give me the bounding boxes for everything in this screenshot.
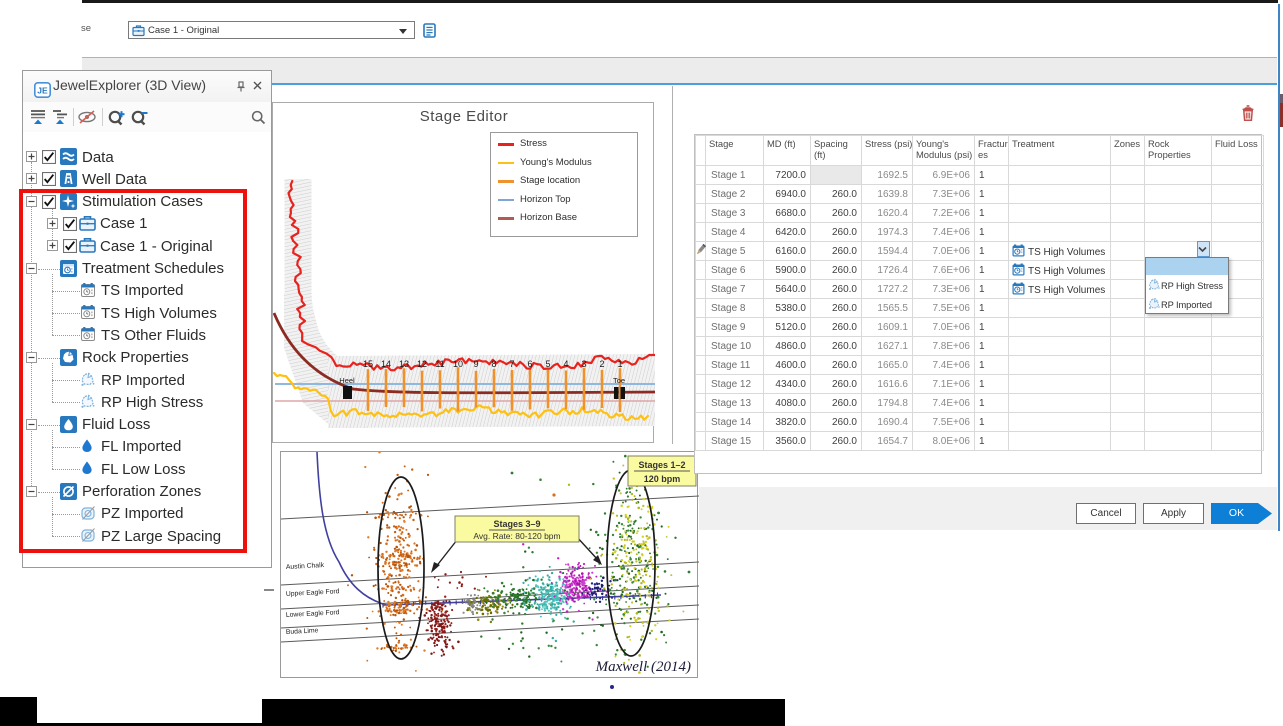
svg-text:10: 10 [453, 359, 463, 369]
svg-text:Heel: Heel [339, 376, 355, 385]
svg-text:JE: JE [37, 86, 48, 96]
svg-text:4: 4 [563, 359, 568, 369]
svg-text:11: 11 [435, 359, 444, 369]
svg-text:Stages 3–9: Stages 3–9 [493, 519, 540, 529]
svg-text:Avg. Rate: 80-120 bpm: Avg. Rate: 80-120 bpm [473, 531, 560, 541]
svg-text:15: 15 [363, 359, 373, 369]
svg-text:Austin Chalk: Austin Chalk [286, 562, 325, 571]
svg-text:13: 13 [399, 359, 409, 369]
svg-text:Upper Eagle Ford: Upper Eagle Ford [286, 588, 340, 598]
svg-text:7: 7 [509, 359, 514, 369]
svg-text:12: 12 [417, 359, 427, 369]
svg-text:14: 14 [381, 359, 391, 369]
svg-text:120 bpm: 120 bpm [644, 474, 681, 484]
svg-text:8: 8 [491, 359, 496, 369]
svg-text:Lower Eagle Ford: Lower Eagle Ford [286, 609, 340, 619]
svg-text:6: 6 [527, 359, 532, 369]
svg-text:2: 2 [599, 359, 604, 369]
svg-text:9: 9 [473, 359, 478, 369]
svg-text:Toe: Toe [613, 376, 625, 385]
svg-text:Buda Lime: Buda Lime [286, 627, 319, 636]
svg-text:Stages 1–2: Stages 1–2 [638, 460, 685, 470]
svg-text:5: 5 [545, 359, 550, 369]
svg-text:Maxwell (2014): Maxwell (2014) [595, 659, 691, 675]
svg-text:3: 3 [581, 359, 586, 369]
svg-text:1: 1 [617, 359, 622, 369]
